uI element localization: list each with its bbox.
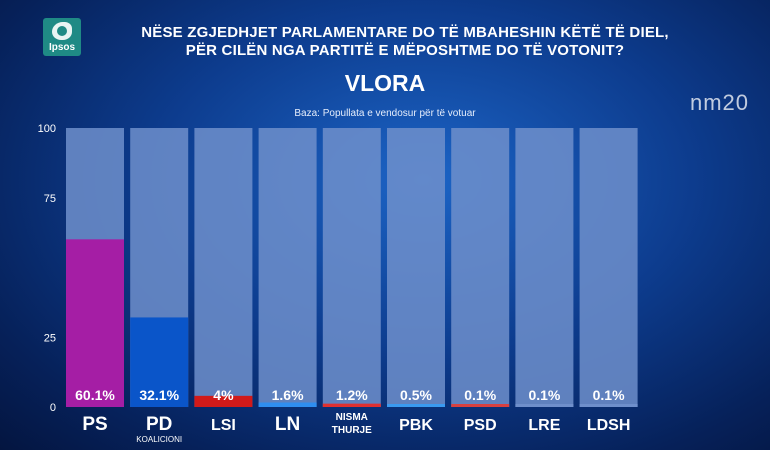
bar-lsi xyxy=(194,395,253,407)
category-label: LN xyxy=(275,414,300,435)
category-label: PS xyxy=(82,414,107,435)
category-label: NISMA xyxy=(336,412,368,423)
sample-base-note: Baza: Popullata e vendosur për të votuar xyxy=(294,108,476,119)
question-line-1: NËSE ZGJEDHJET PARLAMENTARE DO TË MBAHES… xyxy=(141,24,669,41)
bar-pbk xyxy=(387,404,445,407)
bar-pd xyxy=(130,317,189,407)
data-label: 0.1% xyxy=(593,387,625,403)
category-label: PD xyxy=(146,414,172,435)
ipsos-logo-mark-icon xyxy=(52,22,72,40)
data-label: 0.5% xyxy=(400,387,432,403)
y-tick-label: 25 xyxy=(44,332,56,344)
survey-question: NËSE ZGJEDHJET PARLAMENTARE DO TË MBAHES… xyxy=(95,24,715,60)
data-label: 0.1% xyxy=(528,387,560,403)
bar-nisma xyxy=(322,403,381,407)
data-label: 4% xyxy=(213,387,234,403)
y-tick-label: 75 xyxy=(44,193,56,205)
ipsos-logo: Ipsos xyxy=(43,18,81,56)
category-label: PSD xyxy=(464,417,497,434)
category-sublabel: KOALICIONI xyxy=(136,435,182,444)
logo-text: Ipsos xyxy=(48,42,76,53)
y-tick-label: 0 xyxy=(50,402,56,414)
bar-track xyxy=(451,128,510,407)
bar-track xyxy=(258,128,317,407)
bar-track xyxy=(194,128,253,407)
bar-psd xyxy=(451,404,510,407)
category-label: LSI xyxy=(211,417,236,434)
category-label: PBK xyxy=(399,417,433,434)
question-line-2: PËR CILËN NGA PARTITË E MËPOSHTME DO TË … xyxy=(185,42,625,59)
data-label: 60.1% xyxy=(75,387,115,403)
category-label: LDSH xyxy=(587,417,631,434)
data-label: 1.2% xyxy=(336,387,368,403)
data-label: 1.6% xyxy=(272,387,304,403)
bar-lre xyxy=(515,404,574,407)
data-label: 0.1% xyxy=(464,387,496,403)
category-label: LRE xyxy=(528,417,560,434)
bar-ln xyxy=(258,402,317,407)
bar-ps xyxy=(66,239,124,407)
bar-track xyxy=(579,128,638,407)
bar-track xyxy=(322,128,381,407)
chart-title: VLORA xyxy=(344,70,426,96)
category-sublabel: THURJE xyxy=(332,425,372,436)
channel-watermark: nm20 xyxy=(690,90,750,115)
data-label: 32.1% xyxy=(139,387,179,403)
bar-track xyxy=(387,128,445,407)
bar-ldsh xyxy=(579,404,638,407)
y-tick-label: 100 xyxy=(38,123,56,135)
bar-track xyxy=(515,128,574,407)
